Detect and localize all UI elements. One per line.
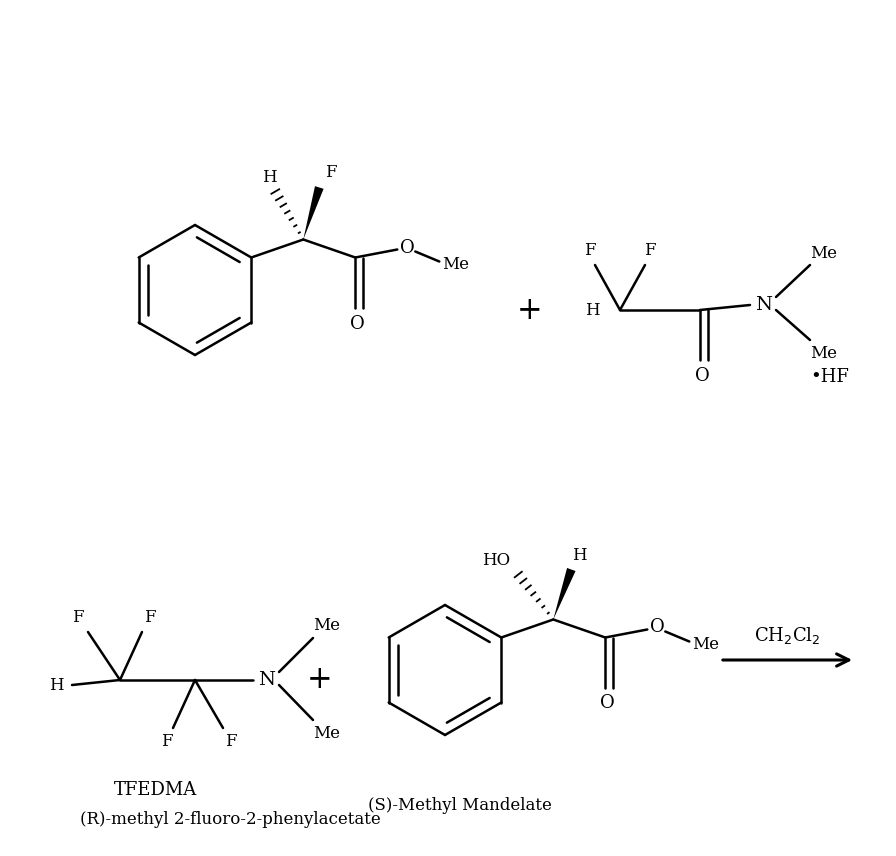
Polygon shape [303, 186, 323, 240]
Text: Me: Me [314, 726, 340, 742]
Text: Me: Me [692, 636, 719, 653]
Text: CH$_2$Cl$_2$: CH$_2$Cl$_2$ [754, 625, 821, 645]
Polygon shape [554, 568, 575, 620]
Text: O: O [650, 619, 665, 637]
Text: H: H [585, 301, 599, 318]
Text: F: F [225, 734, 237, 751]
Text: F: F [144, 609, 156, 627]
Text: •HF: •HF [811, 368, 849, 386]
Text: HO: HO [482, 552, 511, 569]
Text: O: O [600, 694, 615, 712]
Text: F: F [644, 241, 656, 259]
Text: Me: Me [442, 256, 469, 273]
Text: F: F [325, 164, 337, 181]
Text: F: F [73, 609, 84, 627]
Text: H: H [262, 169, 277, 186]
Text: O: O [350, 314, 365, 332]
Text: +: + [517, 294, 543, 325]
Text: (R)-methyl 2-fluoro-2-phenylacetate: (R)-methyl 2-fluoro-2-phenylacetate [80, 811, 381, 829]
Text: +: + [307, 664, 332, 695]
Text: N: N [755, 296, 772, 314]
Text: O: O [694, 367, 710, 385]
Text: (S)-Methyl Mandelate: (S)-Methyl Mandelate [368, 796, 552, 813]
Text: F: F [161, 734, 173, 751]
Text: TFEDMA: TFEDMA [114, 781, 196, 799]
Text: Me: Me [314, 617, 340, 634]
Text: H: H [48, 676, 64, 693]
Text: O: O [400, 239, 415, 257]
Text: Me: Me [811, 344, 838, 361]
Text: Me: Me [811, 245, 838, 261]
Text: H: H [572, 547, 587, 564]
Text: N: N [259, 671, 275, 689]
Text: F: F [584, 241, 596, 259]
